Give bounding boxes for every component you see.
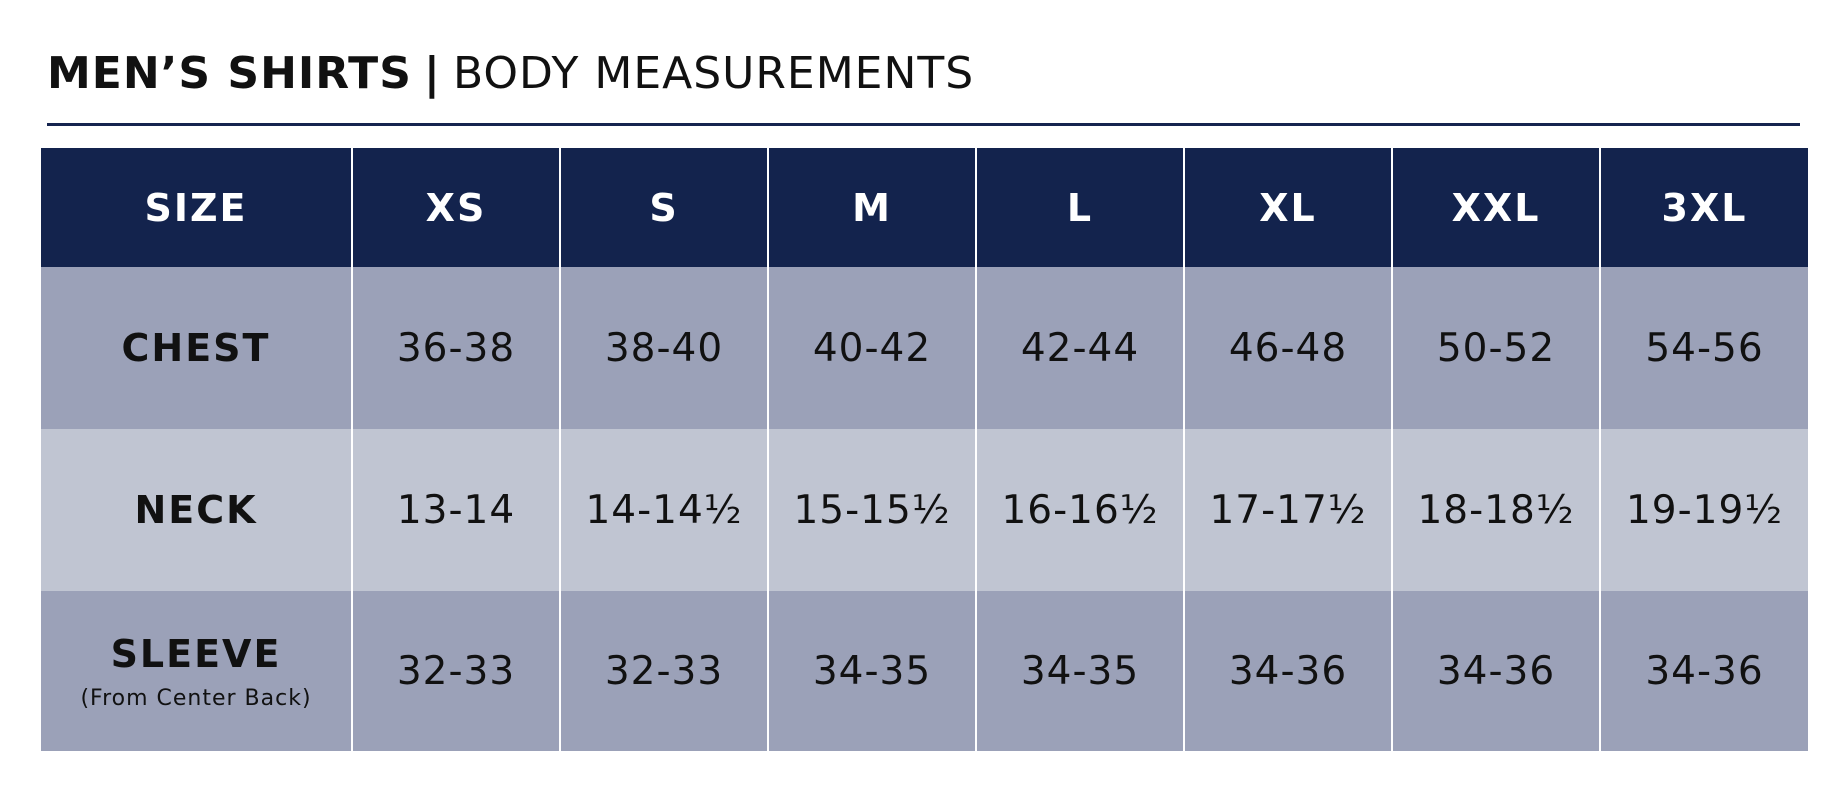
header-cell-3xl: 3XL [1601, 148, 1808, 267]
row-label-text: NECK [134, 488, 258, 532]
header-cell-xl: XL [1185, 148, 1391, 267]
row-sublabel: (From Center Back) [80, 685, 312, 711]
row-label-neck: NECK [41, 429, 351, 591]
table-cell: 13-14 [353, 429, 559, 591]
table-cell: 16-16½ [977, 429, 1183, 591]
row-label-sleeve: SLEEVE (From Center Back) [41, 591, 351, 751]
header-cell-l: L [977, 148, 1183, 267]
table-cell: 34-36 [1601, 591, 1808, 751]
header-cell-size: SIZE [41, 148, 351, 267]
row-label-text: CHEST [121, 326, 271, 370]
title-bold: MEN’S SHIRTS [47, 48, 412, 99]
page-title: MEN’S SHIRTS | BODY MEASUREMENTS [47, 44, 974, 104]
table-cell: 34-36 [1393, 591, 1599, 751]
table-cell: 34-35 [769, 591, 975, 751]
table-cell: 32-33 [561, 591, 767, 751]
header-cell-m: M [769, 148, 975, 267]
header-cell-xxl: XXL [1393, 148, 1599, 267]
title-separator: | [423, 48, 441, 99]
table-cell: 34-35 [977, 591, 1183, 751]
table-cell: 32-33 [353, 591, 559, 751]
table-cell: 46-48 [1185, 267, 1391, 429]
table-cell: 18-18½ [1393, 429, 1599, 591]
header-cell-s: S [561, 148, 767, 267]
table-cell: 14-14½ [561, 429, 767, 591]
table-cell: 15-15½ [769, 429, 975, 591]
row-label-text: SLEEVE [110, 631, 282, 676]
size-chart-table: SIZE XS S M L XL XXL 3XL CHEST 36-38 38-… [41, 148, 1808, 751]
table-cell: 42-44 [977, 267, 1183, 429]
row-label-chest: CHEST [41, 267, 351, 429]
table-cell: 40-42 [769, 267, 975, 429]
header-cell-xs: XS [353, 148, 559, 267]
title-subtitle: BODY MEASUREMENTS [452, 48, 975, 99]
table-cell: 17-17½ [1185, 429, 1391, 591]
table-cell: 36-38 [353, 267, 559, 429]
table-cell: 34-36 [1185, 591, 1391, 751]
title-divider [47, 123, 1800, 126]
table-cell: 50-52 [1393, 267, 1599, 429]
table-cell: 54-56 [1601, 267, 1808, 429]
table-cell: 38-40 [561, 267, 767, 429]
table-cell: 19-19½ [1601, 429, 1808, 591]
